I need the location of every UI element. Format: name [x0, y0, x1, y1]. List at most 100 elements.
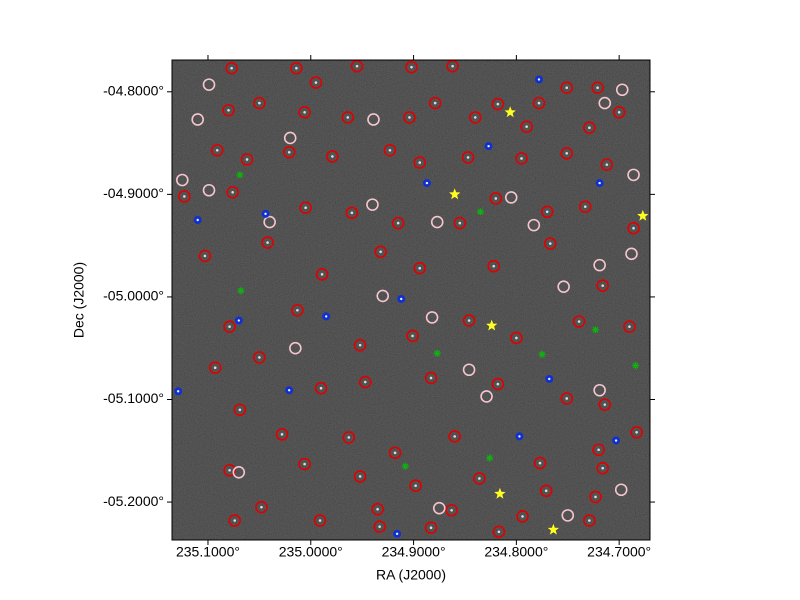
ring: [191, 113, 204, 126]
point: [462, 314, 476, 327]
source-dot: [358, 343, 362, 347]
point: [600, 158, 614, 171]
ring: [255, 500, 268, 514]
ring: [298, 106, 311, 119]
point: [446, 59, 459, 73]
point: [383, 143, 397, 157]
source-dot: [378, 525, 381, 528]
point: [534, 75, 543, 84]
ring: [299, 201, 312, 214]
ring: [489, 192, 503, 205]
point: [350, 59, 364, 73]
ring: [371, 502, 384, 516]
source-dot: [319, 386, 323, 390]
point: [625, 247, 638, 261]
ring: [309, 76, 323, 89]
source-dot: [497, 530, 501, 534]
source-dot: [264, 212, 267, 216]
point: [445, 503, 458, 517]
point: [473, 472, 486, 485]
point: [428, 96, 442, 110]
source-dot: [577, 320, 581, 323]
source-dot: [632, 226, 635, 230]
source-dot: [287, 151, 291, 154]
point: [468, 111, 482, 124]
point: [193, 216, 202, 224]
point: [309, 76, 323, 89]
ring: [432, 501, 446, 515]
point: [461, 151, 475, 164]
source-dot: [318, 519, 322, 522]
source-dot: [518, 435, 521, 438]
ring: [353, 338, 367, 352]
point: [432, 501, 446, 515]
source-dot: [355, 64, 359, 68]
source-dot: [258, 101, 261, 105]
point: [397, 294, 406, 303]
point: [598, 96, 612, 110]
ring: [202, 183, 216, 197]
ring: [453, 216, 467, 230]
ring: [358, 375, 372, 389]
source-dot: [260, 505, 263, 509]
star: [494, 487, 506, 499]
ring: [487, 259, 501, 273]
source-dot: [280, 433, 284, 436]
point: [282, 146, 296, 159]
point: [353, 470, 367, 483]
point: [627, 221, 640, 235]
ring: [445, 503, 458, 517]
source-dot: [228, 325, 231, 328]
point: [367, 113, 380, 126]
y-axis-label: Dec (J2000): [71, 262, 87, 338]
point: [623, 320, 636, 333]
ring: [504, 191, 518, 204]
source-dot: [314, 81, 318, 84]
ring: [405, 60, 418, 74]
point: [233, 403, 247, 417]
source-dot: [565, 152, 569, 155]
source-dot: [233, 519, 237, 522]
ring: [510, 331, 523, 345]
ring: [345, 206, 359, 220]
point: [388, 446, 402, 460]
point: [263, 215, 276, 229]
ring: [315, 268, 329, 281]
ring: [223, 463, 236, 477]
ring: [424, 371, 438, 385]
ring: [175, 173, 189, 187]
y-tick-label: -04.8000°: [103, 82, 164, 98]
source-dot: [515, 336, 518, 340]
cross: [237, 287, 245, 295]
source-dot: [418, 266, 422, 270]
source-dot: [565, 86, 569, 89]
ring: [532, 96, 546, 110]
point: [409, 479, 422, 492]
point: [491, 377, 505, 391]
point: [424, 521, 438, 534]
ring: [253, 96, 266, 110]
point: [462, 363, 476, 377]
source-dot: [324, 315, 328, 318]
ring: [560, 392, 574, 405]
point: [543, 237, 557, 250]
point: [275, 428, 289, 441]
point: [637, 209, 649, 221]
ring: [228, 514, 242, 527]
source-dot: [231, 191, 234, 194]
source-dot: [429, 526, 433, 529]
source-dot: [245, 158, 249, 161]
ring: [341, 111, 355, 124]
ring: [409, 479, 422, 492]
point: [591, 81, 604, 94]
source-dot: [410, 65, 413, 69]
ring: [208, 361, 222, 374]
ring: [516, 510, 529, 523]
source-dot: [614, 439, 618, 442]
point: [202, 78, 216, 91]
ring: [403, 111, 416, 124]
ring: [557, 280, 570, 293]
source-dot: [304, 206, 307, 209]
point: [210, 143, 224, 157]
cross: [486, 454, 494, 462]
